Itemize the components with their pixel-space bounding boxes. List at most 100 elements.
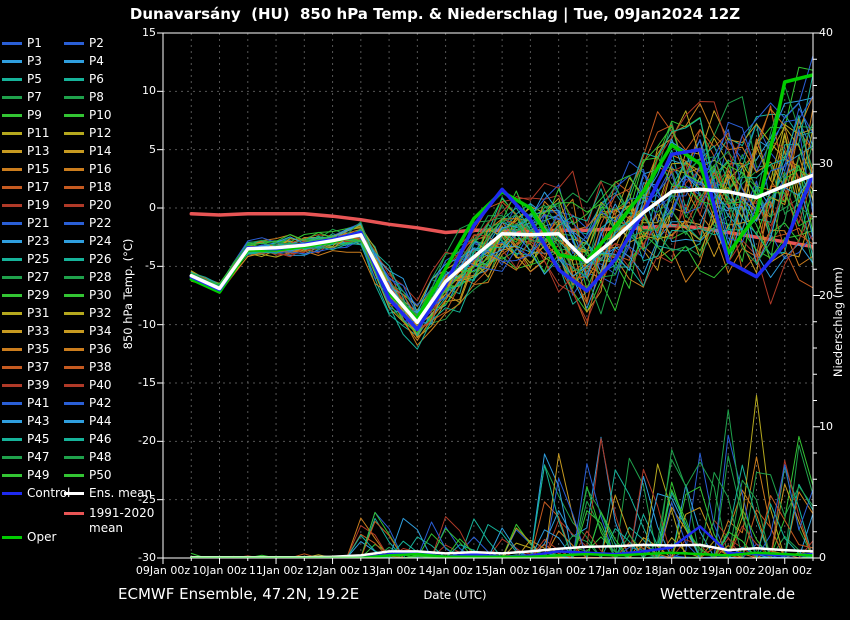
legend-item-p12: P12 <box>64 126 112 141</box>
legend-color-dash <box>2 150 22 153</box>
legend-color-dash <box>2 60 22 63</box>
legend-item-p48: P48 <box>64 450 112 465</box>
legend-color-dash <box>64 438 84 441</box>
legend-item-label: P7 <box>27 90 42 104</box>
legend-color-dash <box>64 150 84 153</box>
legend-item-label: P48 <box>89 450 112 464</box>
legend-item-p37: P37 <box>2 360 50 375</box>
legend-item-p18: P18 <box>64 180 112 195</box>
legend-color-dash <box>2 114 22 117</box>
legend-item-label: P11 <box>27 126 50 140</box>
x-axis-tick-label: 14Jan 00z <box>418 564 473 577</box>
legend-item-p22: P22 <box>64 216 112 231</box>
legend-item-label: P32 <box>89 306 112 320</box>
legend-item-p36: P36 <box>64 342 112 357</box>
member-precip-line-P47 <box>190 471 813 558</box>
legend-color-dash <box>2 42 22 45</box>
legend-item-label: P3 <box>27 54 42 68</box>
member-temp-line-P35 <box>190 103 813 341</box>
x-axis-tick-label: 20Jan 00z <box>757 564 812 577</box>
legend-color-dash <box>2 384 22 387</box>
legend-item-p47: P47 <box>2 450 50 465</box>
legend-item-label: P16 <box>89 162 112 176</box>
legend-item-label: P42 <box>89 396 112 410</box>
legend-color-dash <box>2 132 22 135</box>
left-axis-tick-label: -5 <box>145 259 156 273</box>
legend-item-p5: P5 <box>2 72 42 87</box>
legend-color-dash <box>64 96 84 99</box>
legend-item-p7: P7 <box>2 90 42 105</box>
legend-color-dash <box>2 402 22 405</box>
legend-item-label: P5 <box>27 72 42 86</box>
legend-item-label: P49 <box>27 468 50 482</box>
legend-item-p43: P43 <box>2 414 50 429</box>
legend-color-dash <box>2 456 22 459</box>
right-axis-tick-label: 40 <box>819 26 833 39</box>
legend-item-p46: P46 <box>64 432 112 447</box>
x-axis-title: Date (UTC) <box>423 588 487 602</box>
legend-item-label: P24 <box>89 234 112 248</box>
legend-color-dash <box>64 330 84 333</box>
legend-item-p8: P8 <box>64 90 104 105</box>
left-axis-title: 850 hPa Temp. (°C) <box>121 238 135 350</box>
legend-color-dash <box>64 168 84 171</box>
legend-color-dash <box>64 402 84 405</box>
legend-item-label: P33 <box>27 324 50 338</box>
legend-color-dash <box>64 384 84 387</box>
legend-item-label: P15 <box>27 162 50 176</box>
legend-color-dash <box>64 456 84 459</box>
legend-item-label: P31 <box>27 306 50 320</box>
legend-item-p44: P44 <box>64 414 112 429</box>
legend-color-dash <box>2 186 22 189</box>
legend-item-label: P22 <box>89 216 112 230</box>
legend-item-label: P29 <box>27 288 50 302</box>
legend-color-dash <box>2 240 22 243</box>
legend-item-label: P25 <box>27 252 50 266</box>
member-precip-line-P4 <box>190 436 813 558</box>
member-precip-line-P21 <box>190 434 813 558</box>
legend-item-label: P21 <box>27 216 50 230</box>
member-precip-line-P7 <box>190 449 813 558</box>
legend-item-p39: P39 <box>2 378 50 393</box>
legend-color-dash <box>2 420 22 423</box>
oper-precip-line <box>190 551 813 558</box>
legend-item-p4: P4 <box>64 54 104 69</box>
legend-color-dash <box>2 222 22 225</box>
legend-item-label: P45 <box>27 432 50 446</box>
legend-item-p41: P41 <box>2 396 50 411</box>
x-axis-tick-label: 09Jan 00z <box>135 564 191 577</box>
legend-color-dash <box>2 348 22 351</box>
page-title: Dunavarsány (HU) 850 hPa Temp. & Nieders… <box>129 5 741 23</box>
legend-item-label: P35 <box>27 342 50 356</box>
legend-item-p21: P21 <box>2 216 50 231</box>
legend-item-p29: P29 <box>2 288 50 303</box>
legend-item-label: 1991-2020 mean <box>89 506 155 535</box>
member-temp-line-P40 <box>190 101 813 330</box>
right-axis-tick-label: 10 <box>819 419 833 433</box>
member-precip-line-P28 <box>190 409 813 558</box>
legend-item-label: P28 <box>89 270 112 284</box>
right-axis-title: Niederschlag (mm) <box>831 266 845 378</box>
legend-item-label: Ens. mean <box>89 486 153 500</box>
legend-item-label: P37 <box>27 360 50 374</box>
legend-color-dash <box>2 204 22 207</box>
legend-item-label: P1 <box>27 36 42 50</box>
site-credit: Wetterzentrale.de <box>660 585 796 603</box>
legend-item-p45: P45 <box>2 432 50 447</box>
model-location-caption: ECMWF Ensemble, 47.2N, 19.2E <box>118 585 360 603</box>
legend-item-label: P50 <box>89 468 112 482</box>
legend-item-label: P46 <box>89 432 112 446</box>
legend-color-dash <box>64 258 84 261</box>
x-axis-tick-label: 17Jan 00z <box>588 564 643 577</box>
legend-item-label: P9 <box>27 108 42 122</box>
legend-item-p30: P30 <box>64 288 112 303</box>
legend-item-label: P14 <box>89 144 112 158</box>
legend-item-label: P41 <box>27 396 50 410</box>
legend-item-label: P17 <box>27 180 50 194</box>
legend-item-p26: P26 <box>64 252 112 267</box>
legend-item-label: P19 <box>27 198 50 212</box>
legend-item-p2: P2 <box>64 36 104 51</box>
legend-item-oper: Oper <box>2 530 56 545</box>
